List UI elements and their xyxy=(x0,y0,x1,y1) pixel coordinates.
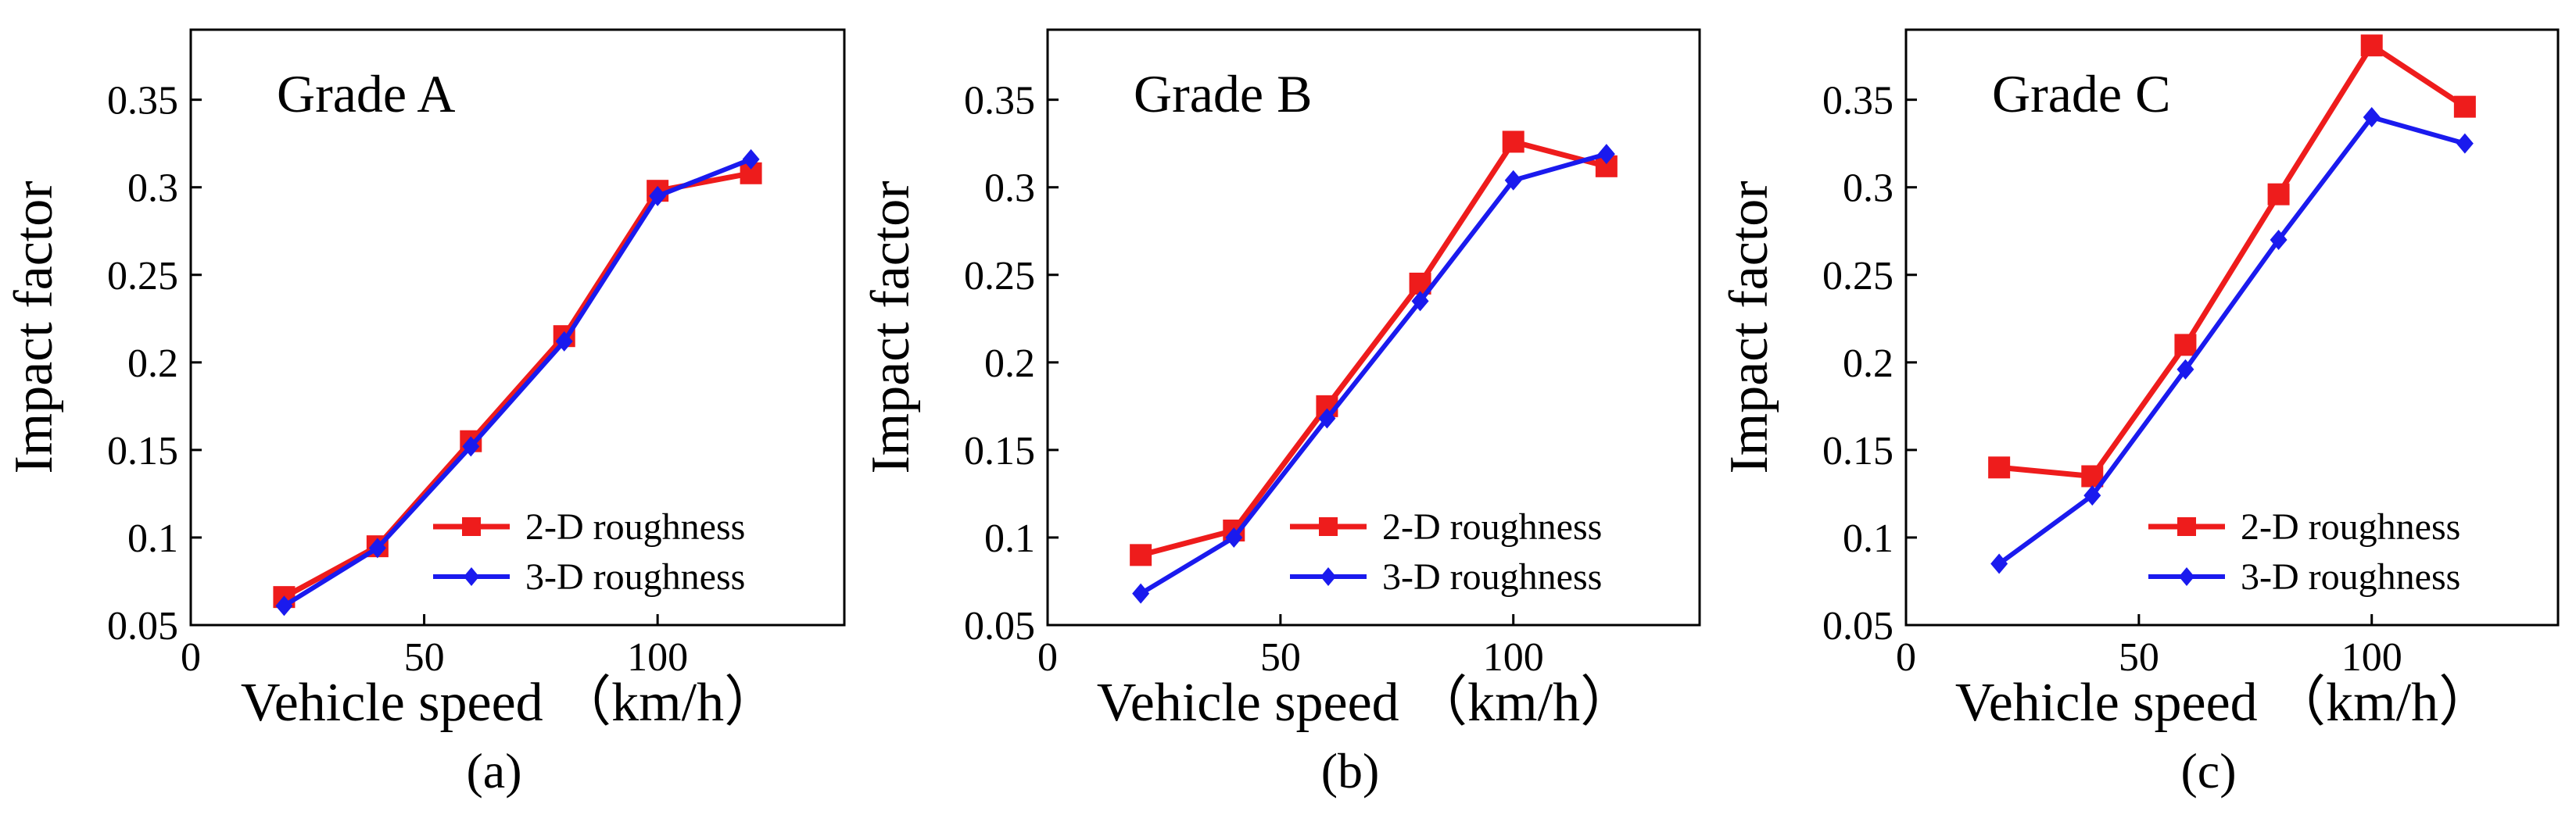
panel-caption: (c) xyxy=(2180,743,2236,799)
data-point xyxy=(1132,583,1150,604)
y-tick-label: 0.2 xyxy=(984,341,1035,386)
data-point xyxy=(649,185,667,206)
data-point xyxy=(555,331,573,352)
x-axis-label: Vehicle speed （km/h） xyxy=(1097,673,1635,733)
legend-label: 2-D roughness xyxy=(2241,506,2460,548)
y-tick-label: 0.35 xyxy=(964,79,1035,123)
data-point xyxy=(1988,456,2011,479)
y-tick-label: 0.35 xyxy=(107,79,178,123)
series-line xyxy=(1140,138,1607,558)
y-tick-label: 0.15 xyxy=(964,429,1035,473)
y-tick-label: 0.05 xyxy=(964,604,1035,649)
y-tick-label: 0.1 xyxy=(984,516,1035,561)
data-point xyxy=(742,148,760,170)
data-point xyxy=(2456,133,2474,154)
plot-frame xyxy=(189,28,846,627)
y-tick-label: 0.35 xyxy=(1822,79,1893,123)
y-axis-label: Impact factor xyxy=(4,180,64,473)
legend-swatch-marker xyxy=(1319,517,1338,536)
data-point xyxy=(1411,291,1429,312)
grade-annotation: Grade A xyxy=(277,64,455,123)
x-axis-label: Vehicle speed （km/h） xyxy=(241,673,779,733)
grade-annotation: Grade C xyxy=(1992,64,2170,123)
y-axis-label: Impact factor xyxy=(861,180,921,473)
y-tick-label: 0.25 xyxy=(107,254,178,298)
y-tick-label: 0.25 xyxy=(1822,254,1893,298)
x-tick-label: 0 xyxy=(1037,635,1058,680)
data-point xyxy=(1597,144,1615,165)
x-tick-label: 50 xyxy=(404,635,445,680)
data-point xyxy=(1502,130,1524,153)
data-point xyxy=(2363,107,2381,128)
series-2d-roughness xyxy=(1130,130,1618,566)
grade-annotation: Grade B xyxy=(1134,64,1312,123)
data-point xyxy=(2270,229,2288,250)
data-point xyxy=(275,595,293,616)
series-3d-roughness xyxy=(275,148,760,616)
chart-panel-3: 0 50 100 0.05 0.1 0.15 0.2 0.25 0.3 0.35 Impact fa… xyxy=(1719,28,2560,799)
legend-label: 2-D roughness xyxy=(525,506,745,548)
x-tick-label: 0 xyxy=(1896,635,1916,680)
x-tick-label: 100 xyxy=(627,635,688,680)
x-axis-label: Vehicle speed （km/h） xyxy=(1955,673,2493,733)
data-point xyxy=(1504,170,1522,191)
legend-label: 2-D roughness xyxy=(1382,506,1602,548)
x-tick-label: 100 xyxy=(2341,635,2402,680)
data-point xyxy=(2453,95,2476,118)
legend: 2-D roughness 3-D roughness xyxy=(433,506,745,598)
series-2d-roughness xyxy=(1988,34,2476,488)
y-tick-label: 0.3 xyxy=(127,166,178,211)
legend-swatch-marker xyxy=(462,517,481,536)
series-line xyxy=(282,157,752,608)
data-point xyxy=(2360,34,2383,57)
legend-swatch-marker xyxy=(1320,567,1336,586)
data-point xyxy=(2174,334,2197,356)
series-3d-roughness xyxy=(1132,144,1615,604)
data-point xyxy=(1130,544,1152,566)
plot-frame xyxy=(1904,28,2560,627)
series-line xyxy=(1997,115,2466,566)
x-tick-label: 50 xyxy=(2119,635,2159,680)
y-tick-label: 0.3 xyxy=(984,166,1035,211)
legend-label: 3-D roughness xyxy=(525,556,745,598)
series-line xyxy=(1998,42,2467,479)
legend: 2-D roughness 3-D roughness xyxy=(2148,506,2460,598)
y-tick-label: 0.05 xyxy=(1822,604,1893,649)
data-point xyxy=(462,436,480,457)
y-tick-label: 0.15 xyxy=(1822,429,1893,473)
y-tick-label: 0.2 xyxy=(127,341,178,386)
legend-label: 3-D roughness xyxy=(2241,556,2460,598)
data-point xyxy=(2083,485,2101,506)
series-3d-roughness xyxy=(1990,107,2474,574)
legend-swatch-marker xyxy=(464,567,479,586)
data-point xyxy=(2267,183,2290,205)
data-point xyxy=(1990,553,2008,574)
y-tick-label: 0.2 xyxy=(1843,341,1893,386)
series-line xyxy=(1139,152,1607,596)
legend: 2-D roughness 3-D roughness xyxy=(1290,506,1602,598)
data-point xyxy=(1318,408,1336,429)
panel-caption: (a) xyxy=(466,743,521,799)
x-tick-label: 100 xyxy=(1483,635,1544,680)
y-tick-label: 0.1 xyxy=(127,516,178,561)
x-tick-label: 50 xyxy=(1260,635,1301,680)
legend-swatch-marker xyxy=(2177,517,2196,536)
data-point xyxy=(368,538,386,559)
legend-label: 3-D roughness xyxy=(1382,556,1602,598)
chart-panel-2: 0 50 100 0.05 0.1 0.15 0.2 0.25 0.3 0.35 Impact fa… xyxy=(861,28,1701,799)
x-tick-label: 0 xyxy=(181,635,201,680)
chart-panel-1: 0 50 100 0.05 0.1 0.15 0.2 0.25 0.3 0.35 Impact fa… xyxy=(4,28,846,799)
y-tick-label: 0.05 xyxy=(107,604,178,649)
data-point xyxy=(2177,359,2194,380)
data-point xyxy=(1225,527,1243,548)
y-axis-label: Impact factor xyxy=(1719,180,1779,473)
panel-caption: (b) xyxy=(1321,743,1380,799)
y-tick-label: 0.3 xyxy=(1843,166,1893,211)
plot-frame xyxy=(1046,28,1701,627)
y-tick-label: 0.1 xyxy=(1843,516,1893,561)
y-tick-label: 0.15 xyxy=(107,429,178,473)
y-tick-label: 0.25 xyxy=(964,254,1035,298)
legend-swatch-marker xyxy=(2179,567,2194,586)
